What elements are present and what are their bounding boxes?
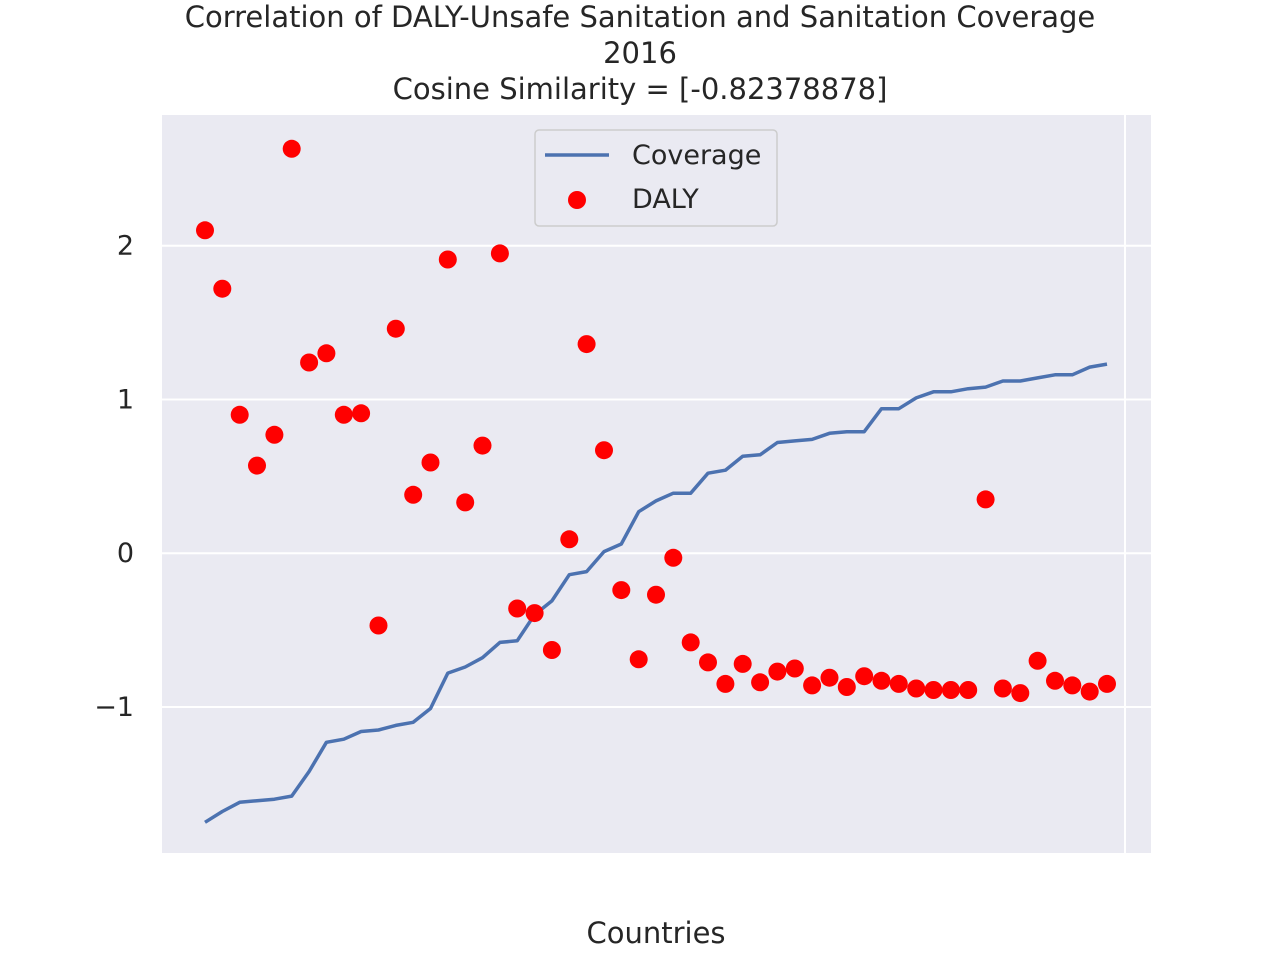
legend-daly-label: DALY xyxy=(632,184,699,215)
daly-point xyxy=(1028,651,1047,670)
daly-point xyxy=(196,221,214,240)
daly-point xyxy=(490,244,509,263)
daly-point xyxy=(300,353,319,372)
daly-point xyxy=(629,650,648,669)
daly-point xyxy=(404,485,423,504)
legend-coverage-label: Coverage xyxy=(632,140,761,171)
daly-point xyxy=(872,671,891,690)
x-axis-label: Countries xyxy=(586,916,725,950)
daly-point xyxy=(265,425,284,444)
daly-point xyxy=(560,530,579,549)
daly-point xyxy=(612,581,631,600)
daly-point xyxy=(577,335,596,354)
daly-point xyxy=(282,139,301,158)
daly-point xyxy=(369,616,388,635)
daly-point xyxy=(542,641,561,659)
daly-point xyxy=(785,659,804,678)
daly-point xyxy=(1063,676,1082,695)
daly-point xyxy=(681,633,700,652)
daly-point xyxy=(699,653,717,672)
daly-point xyxy=(803,676,822,695)
chart-subtitle: 2016 xyxy=(603,36,677,70)
daly-point xyxy=(907,679,926,698)
daly-point xyxy=(473,436,492,455)
daly-point xyxy=(768,662,787,681)
daly-point xyxy=(248,456,266,475)
daly-point xyxy=(1046,671,1064,690)
daly-point xyxy=(317,344,336,363)
daly-point xyxy=(213,279,232,298)
daly-point xyxy=(1098,674,1116,693)
daly-point xyxy=(352,404,371,423)
daly-point xyxy=(1080,682,1099,701)
daly-point xyxy=(647,585,665,604)
plot-area xyxy=(162,115,1151,853)
daly-point xyxy=(820,668,839,687)
daly-point xyxy=(889,674,908,693)
daly-point xyxy=(456,493,475,512)
daly-point xyxy=(664,548,683,567)
daly-point xyxy=(421,453,440,472)
daly-point xyxy=(1011,684,1030,703)
daly-point xyxy=(595,441,613,460)
daly-point xyxy=(733,654,752,673)
chart-title: Correlation of DALY-Unsafe Sanitation an… xyxy=(184,0,1096,34)
y-tick-label: 0 xyxy=(117,538,134,569)
daly-point xyxy=(386,319,405,338)
y-tick-label: −1 xyxy=(94,692,134,723)
coverage-line xyxy=(204,362,1108,824)
legend-daly-swatch xyxy=(568,191,586,209)
grid-layer xyxy=(162,115,1151,853)
daly-point xyxy=(716,674,735,693)
daly-point xyxy=(334,405,353,424)
daly-point xyxy=(855,667,874,686)
y-tick-label: 2 xyxy=(117,231,134,262)
y-tick-label: 1 xyxy=(117,384,134,415)
daly-point xyxy=(525,604,544,623)
daly-point xyxy=(976,490,995,509)
daly-point xyxy=(941,681,960,699)
daly-point xyxy=(959,681,978,699)
daly-point xyxy=(438,250,457,269)
daly-point xyxy=(230,405,249,424)
series-layer xyxy=(196,139,1116,824)
tick-layer: −1 0 1 2 xyxy=(94,231,134,723)
legend: Coverage DALY xyxy=(534,129,778,227)
daly-point xyxy=(837,678,856,696)
daly-point xyxy=(924,681,943,699)
daly-point xyxy=(993,679,1012,698)
daly-point xyxy=(751,673,770,692)
daly-point xyxy=(508,599,527,618)
chart-annotation: Cosine Similarity = [-0.82378878] xyxy=(392,72,888,106)
